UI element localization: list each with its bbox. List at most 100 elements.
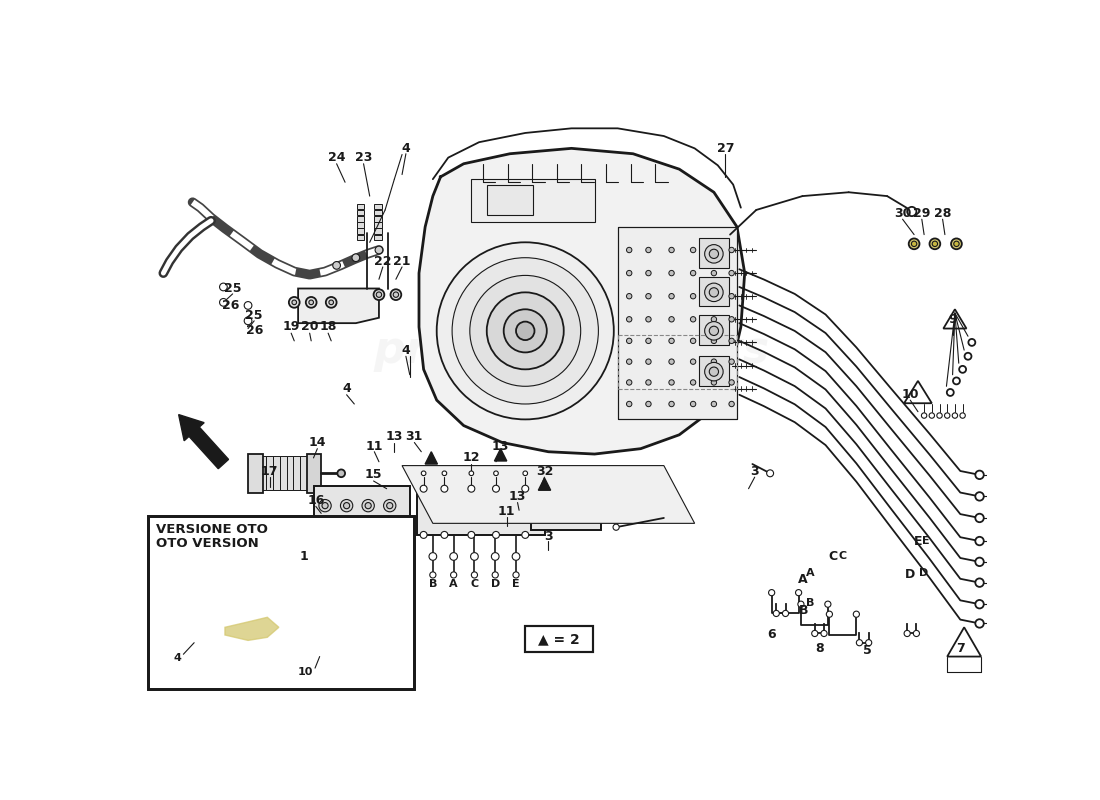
Circle shape	[769, 590, 774, 596]
Circle shape	[976, 470, 983, 479]
Text: 10: 10	[298, 667, 314, 677]
Bar	[294, 456, 300, 490]
FancyArrow shape	[178, 414, 229, 469]
Text: 22: 22	[374, 255, 392, 268]
Circle shape	[691, 402, 696, 406]
Text: 4: 4	[342, 382, 351, 395]
Circle shape	[930, 413, 935, 418]
Circle shape	[306, 297, 317, 308]
Circle shape	[712, 402, 716, 406]
Text: 4: 4	[174, 653, 182, 663]
Text: ▲ = 2: ▲ = 2	[538, 632, 580, 646]
Circle shape	[712, 294, 716, 299]
Circle shape	[773, 610, 779, 617]
Circle shape	[332, 262, 341, 270]
Circle shape	[712, 247, 716, 253]
Circle shape	[959, 366, 966, 373]
Circle shape	[767, 470, 773, 477]
Circle shape	[866, 640, 872, 646]
Circle shape	[262, 557, 373, 667]
Text: 29: 29	[913, 206, 931, 219]
Circle shape	[646, 270, 651, 276]
Text: 7: 7	[956, 642, 965, 655]
Bar	[698, 356, 729, 386]
Circle shape	[452, 258, 598, 404]
Circle shape	[186, 642, 191, 648]
Circle shape	[856, 640, 862, 646]
Bar	[356, 204, 364, 209]
Circle shape	[691, 247, 696, 253]
Circle shape	[953, 378, 960, 384]
Circle shape	[516, 322, 535, 340]
Bar	[209, 604, 249, 619]
Circle shape	[504, 310, 547, 353]
Circle shape	[522, 471, 528, 476]
Circle shape	[976, 578, 983, 587]
Circle shape	[375, 246, 383, 254]
Bar	[374, 216, 382, 222]
Text: 17: 17	[261, 466, 278, 478]
Circle shape	[627, 294, 631, 299]
Circle shape	[968, 339, 976, 346]
Circle shape	[710, 288, 718, 297]
Circle shape	[338, 470, 345, 477]
Circle shape	[954, 241, 959, 246]
Text: 10: 10	[902, 388, 918, 402]
Circle shape	[729, 380, 735, 385]
Circle shape	[376, 292, 382, 298]
Circle shape	[710, 326, 718, 335]
Circle shape	[285, 579, 350, 644]
Circle shape	[691, 380, 696, 385]
Circle shape	[937, 413, 943, 418]
Text: 3: 3	[750, 466, 759, 478]
Bar	[486, 185, 534, 215]
Circle shape	[712, 380, 716, 385]
Circle shape	[486, 292, 563, 370]
Bar	[374, 234, 382, 240]
Circle shape	[729, 402, 735, 406]
Circle shape	[471, 572, 477, 578]
Circle shape	[646, 294, 651, 299]
Text: 26: 26	[245, 324, 263, 338]
Text: 25: 25	[224, 282, 241, 295]
Circle shape	[296, 590, 339, 634]
Circle shape	[362, 499, 374, 512]
Circle shape	[854, 611, 859, 618]
Circle shape	[712, 270, 716, 276]
Bar	[314, 486, 409, 526]
Circle shape	[289, 297, 299, 308]
Text: 27: 27	[717, 142, 734, 155]
Circle shape	[976, 600, 983, 609]
Circle shape	[343, 502, 350, 509]
Circle shape	[521, 531, 529, 538]
Circle shape	[952, 238, 961, 250]
Polygon shape	[403, 466, 695, 523]
Circle shape	[471, 553, 478, 560]
Circle shape	[493, 486, 499, 492]
Text: 18: 18	[319, 321, 337, 334]
Circle shape	[365, 502, 372, 509]
Circle shape	[930, 238, 940, 250]
Text: 30: 30	[894, 206, 911, 219]
Text: VERSIONE OTO: VERSIONE OTO	[156, 523, 267, 536]
Bar	[273, 456, 279, 490]
Text: 31: 31	[406, 430, 424, 443]
Text: 26: 26	[222, 299, 240, 312]
Circle shape	[705, 362, 723, 381]
Bar	[279, 456, 286, 490]
Circle shape	[669, 294, 674, 299]
Polygon shape	[495, 449, 507, 461]
Text: 8: 8	[815, 642, 824, 655]
Text: 15: 15	[365, 468, 383, 482]
Circle shape	[390, 290, 402, 300]
Bar	[314, 486, 409, 526]
Circle shape	[627, 270, 631, 276]
Circle shape	[812, 630, 818, 637]
Text: 16: 16	[307, 494, 324, 506]
Circle shape	[729, 338, 735, 343]
Text: A: A	[806, 568, 814, 578]
Circle shape	[470, 275, 581, 386]
Circle shape	[947, 389, 954, 396]
Bar	[286, 456, 294, 490]
Circle shape	[710, 367, 718, 376]
